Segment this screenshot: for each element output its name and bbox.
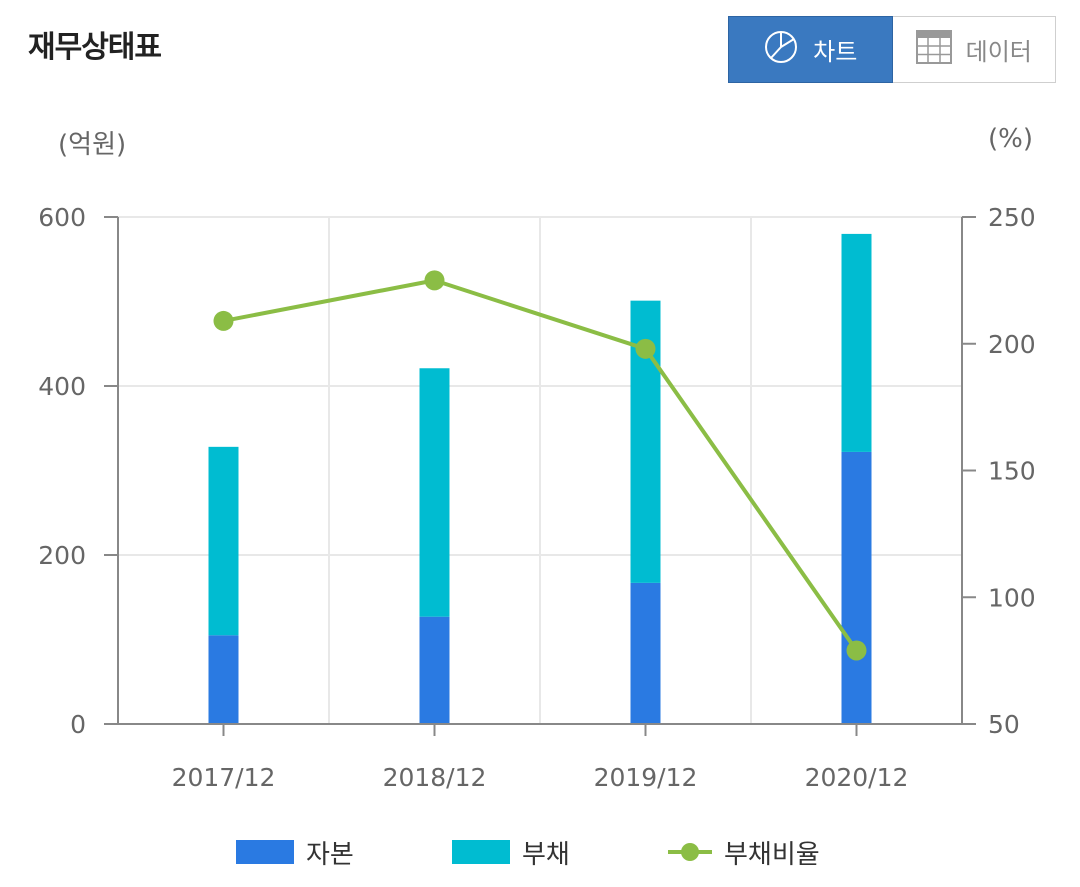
y-tick-label: 400 <box>38 372 86 401</box>
legend-label-equity: 자본 <box>306 839 354 870</box>
bar-equity-2020/12 <box>841 451 872 724</box>
legend-item-equity[interactable]: 자본 <box>236 832 354 872</box>
data-view-button[interactable]: 데이터 <box>892 16 1056 83</box>
page-title: 재무상태표 <box>28 30 162 65</box>
ratio-point-2017/12 <box>213 310 234 331</box>
y2-tick-label: 200 <box>988 330 1036 359</box>
y2-tick-label: 250 <box>988 203 1036 232</box>
legend-label-ratio: 부채비율 <box>724 839 820 870</box>
y2-tick-label: 100 <box>988 583 1036 612</box>
ratio-point-2020/12 <box>846 640 867 661</box>
legend-swatch-equity <box>236 840 294 864</box>
chart-legend: 자본 부채 부채비율 <box>0 832 1080 872</box>
bar-equity-2019/12 <box>630 582 661 724</box>
bar-liabilities-2020/12 <box>841 233 872 452</box>
chart-view-label: 차트 <box>813 38 858 66</box>
y2-tick-label: 150 <box>988 457 1036 486</box>
view-toggle: 차트 데이터 <box>728 16 1056 83</box>
chart-view-button[interactable]: 차트 <box>728 16 893 83</box>
legend-swatch-liabilities <box>452 840 510 864</box>
x-tick-label: 2017/12 <box>172 763 276 792</box>
bar-equity-2017/12 <box>208 635 239 724</box>
y2-axis-unit: (%) <box>988 124 1033 154</box>
ratio-point-2018/12 <box>424 270 445 291</box>
y-tick-label: 600 <box>38 203 86 232</box>
pie-chart-icon <box>763 29 799 71</box>
y-tick-label: 0 <box>70 710 86 739</box>
y-axis-unit: (억원) <box>58 130 127 160</box>
x-tick-label: 2020/12 <box>805 763 909 792</box>
legend-item-liabilities[interactable]: 부채 <box>452 832 570 872</box>
table-grid-icon <box>915 29 952 70</box>
ratio-point-2019/12 <box>635 338 656 359</box>
x-tick-label: 2018/12 <box>383 763 487 792</box>
legend-label-liabilities: 부채 <box>522 839 570 870</box>
data-view-label: 데이터 <box>965 38 1032 66</box>
bar-liabilities-2017/12 <box>208 446 239 636</box>
x-tick-label: 2019/12 <box>594 763 698 792</box>
bar-liabilities-2018/12 <box>419 368 450 617</box>
y2-tick-label: 50 <box>988 710 1020 739</box>
legend-swatch-ratio <box>668 843 712 861</box>
bar-equity-2018/12 <box>419 616 450 724</box>
y-tick-label: 200 <box>38 541 86 570</box>
ratio-line <box>223 278 859 652</box>
legend-item-ratio[interactable]: 부채비율 <box>668 832 820 872</box>
